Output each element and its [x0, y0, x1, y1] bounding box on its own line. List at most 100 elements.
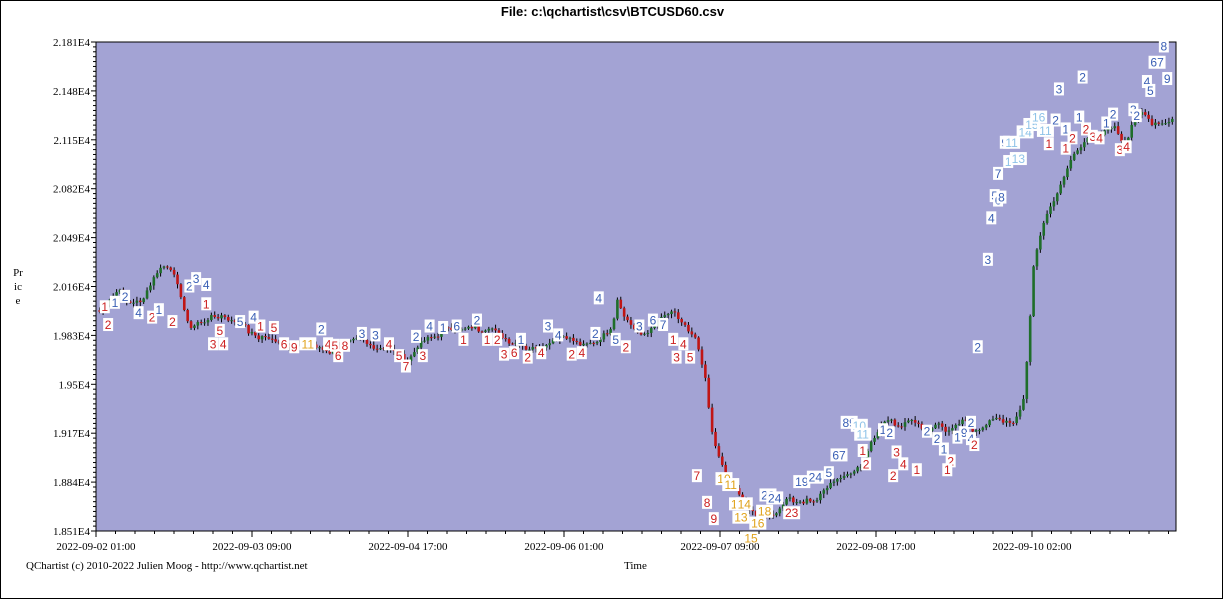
count-label: 1: [1060, 122, 1071, 136]
candle: [501, 330, 504, 340]
candle: [145, 287, 149, 300]
svg-text:1.983E4: 1.983E4: [53, 330, 90, 342]
y-tick: 2.082E4: [53, 184, 96, 196]
candle: [250, 328, 254, 336]
candle: [152, 275, 156, 290]
candle: [264, 333, 267, 341]
candle: [1032, 265, 1035, 317]
svg-text:2: 2: [568, 348, 575, 362]
candle: [900, 422, 903, 430]
candle: [717, 443, 721, 458]
candle: [856, 465, 859, 474]
svg-text:2: 2: [1079, 71, 1086, 85]
candle: [673, 308, 677, 317]
candle: [413, 347, 416, 358]
svg-text:4: 4: [1123, 140, 1130, 154]
svg-text:8: 8: [704, 496, 711, 510]
candle: [254, 331, 257, 339]
count-label: 2: [522, 350, 533, 365]
candle: [849, 472, 853, 479]
candle: [138, 297, 142, 307]
candle: [602, 330, 606, 343]
count-label: 1: [201, 297, 212, 311]
svg-text:15: 15: [744, 531, 758, 545]
count-label: 8: [702, 495, 713, 510]
candle: [480, 330, 484, 334]
count-label: 1: [1101, 116, 1112, 131]
candle: [951, 424, 954, 435]
candle: [1049, 202, 1052, 218]
svg-text:1.95E4: 1.95E4: [59, 379, 91, 391]
candle: [589, 339, 592, 345]
candle: [429, 334, 433, 341]
candle: [321, 345, 325, 354]
candle: [216, 313, 220, 321]
svg-text:2: 2: [122, 290, 129, 304]
candle: [585, 342, 589, 348]
candle: [1018, 405, 1022, 420]
count-label: 4: [1141, 75, 1152, 89]
count-label: 7: [658, 318, 669, 332]
candle: [162, 265, 166, 270]
candle: [379, 344, 382, 351]
count-label: 3: [1053, 82, 1064, 96]
count-label: 1: [458, 332, 469, 347]
candle: [798, 500, 802, 504]
count-label: 2: [1131, 109, 1142, 123]
candle: [599, 337, 602, 347]
candle: [565, 332, 568, 340]
y-tick: 1.851E4: [53, 526, 96, 538]
count-label: 9: [708, 512, 719, 526]
svg-text:2: 2: [494, 333, 501, 347]
svg-text:2: 2: [886, 426, 893, 440]
candle: [1113, 122, 1117, 132]
count-label: 4: [678, 337, 689, 351]
svg-text:5: 5: [271, 321, 278, 335]
svg-text:2.148E4: 2.148E4: [53, 86, 90, 98]
svg-text:3: 3: [372, 328, 379, 342]
candle: [1079, 144, 1083, 155]
candle: [687, 322, 690, 334]
candle: [903, 417, 907, 431]
svg-text:1: 1: [880, 423, 887, 437]
candle: [213, 311, 217, 319]
candle: [995, 413, 998, 421]
candle: [1076, 148, 1079, 155]
count-label: 4: [383, 337, 394, 351]
svg-text:1: 1: [1005, 155, 1012, 169]
svg-text:2022-09-06 01:00: 2022-09-06 01:00: [524, 541, 604, 553]
candle: [683, 321, 687, 327]
candle: [490, 327, 494, 332]
candle: [998, 414, 1002, 421]
svg-text:16: 16: [1032, 111, 1046, 125]
count-label: 2: [411, 329, 422, 344]
candle: [1001, 414, 1005, 425]
svg-text:2.049E4: 2.049E4: [53, 233, 90, 245]
candle: [274, 335, 277, 344]
candle: [981, 426, 985, 432]
candle: [778, 506, 782, 517]
svg-text:1: 1: [913, 463, 920, 477]
candle: [186, 308, 189, 324]
y-tick: 1.917E4: [53, 428, 96, 440]
svg-text:6: 6: [281, 337, 288, 351]
candle: [115, 289, 118, 297]
candle: [548, 338, 552, 350]
candle: [693, 332, 697, 339]
svg-text:1: 1: [112, 296, 119, 310]
candle: [940, 420, 944, 431]
candle: [1008, 418, 1012, 427]
candle: [910, 418, 914, 425]
svg-text:2: 2: [974, 340, 981, 354]
svg-text:2: 2: [947, 454, 954, 468]
candle: [220, 312, 223, 323]
count-label: 5: [610, 332, 621, 347]
count-label: 1: [857, 443, 868, 458]
candle: [825, 485, 829, 495]
count-label: 5: [394, 349, 405, 363]
svg-text:4: 4: [555, 328, 562, 342]
count-label: 3: [1114, 143, 1125, 157]
candle: [128, 300, 132, 304]
svg-text:7: 7: [660, 318, 667, 332]
candle: [886, 416, 890, 425]
